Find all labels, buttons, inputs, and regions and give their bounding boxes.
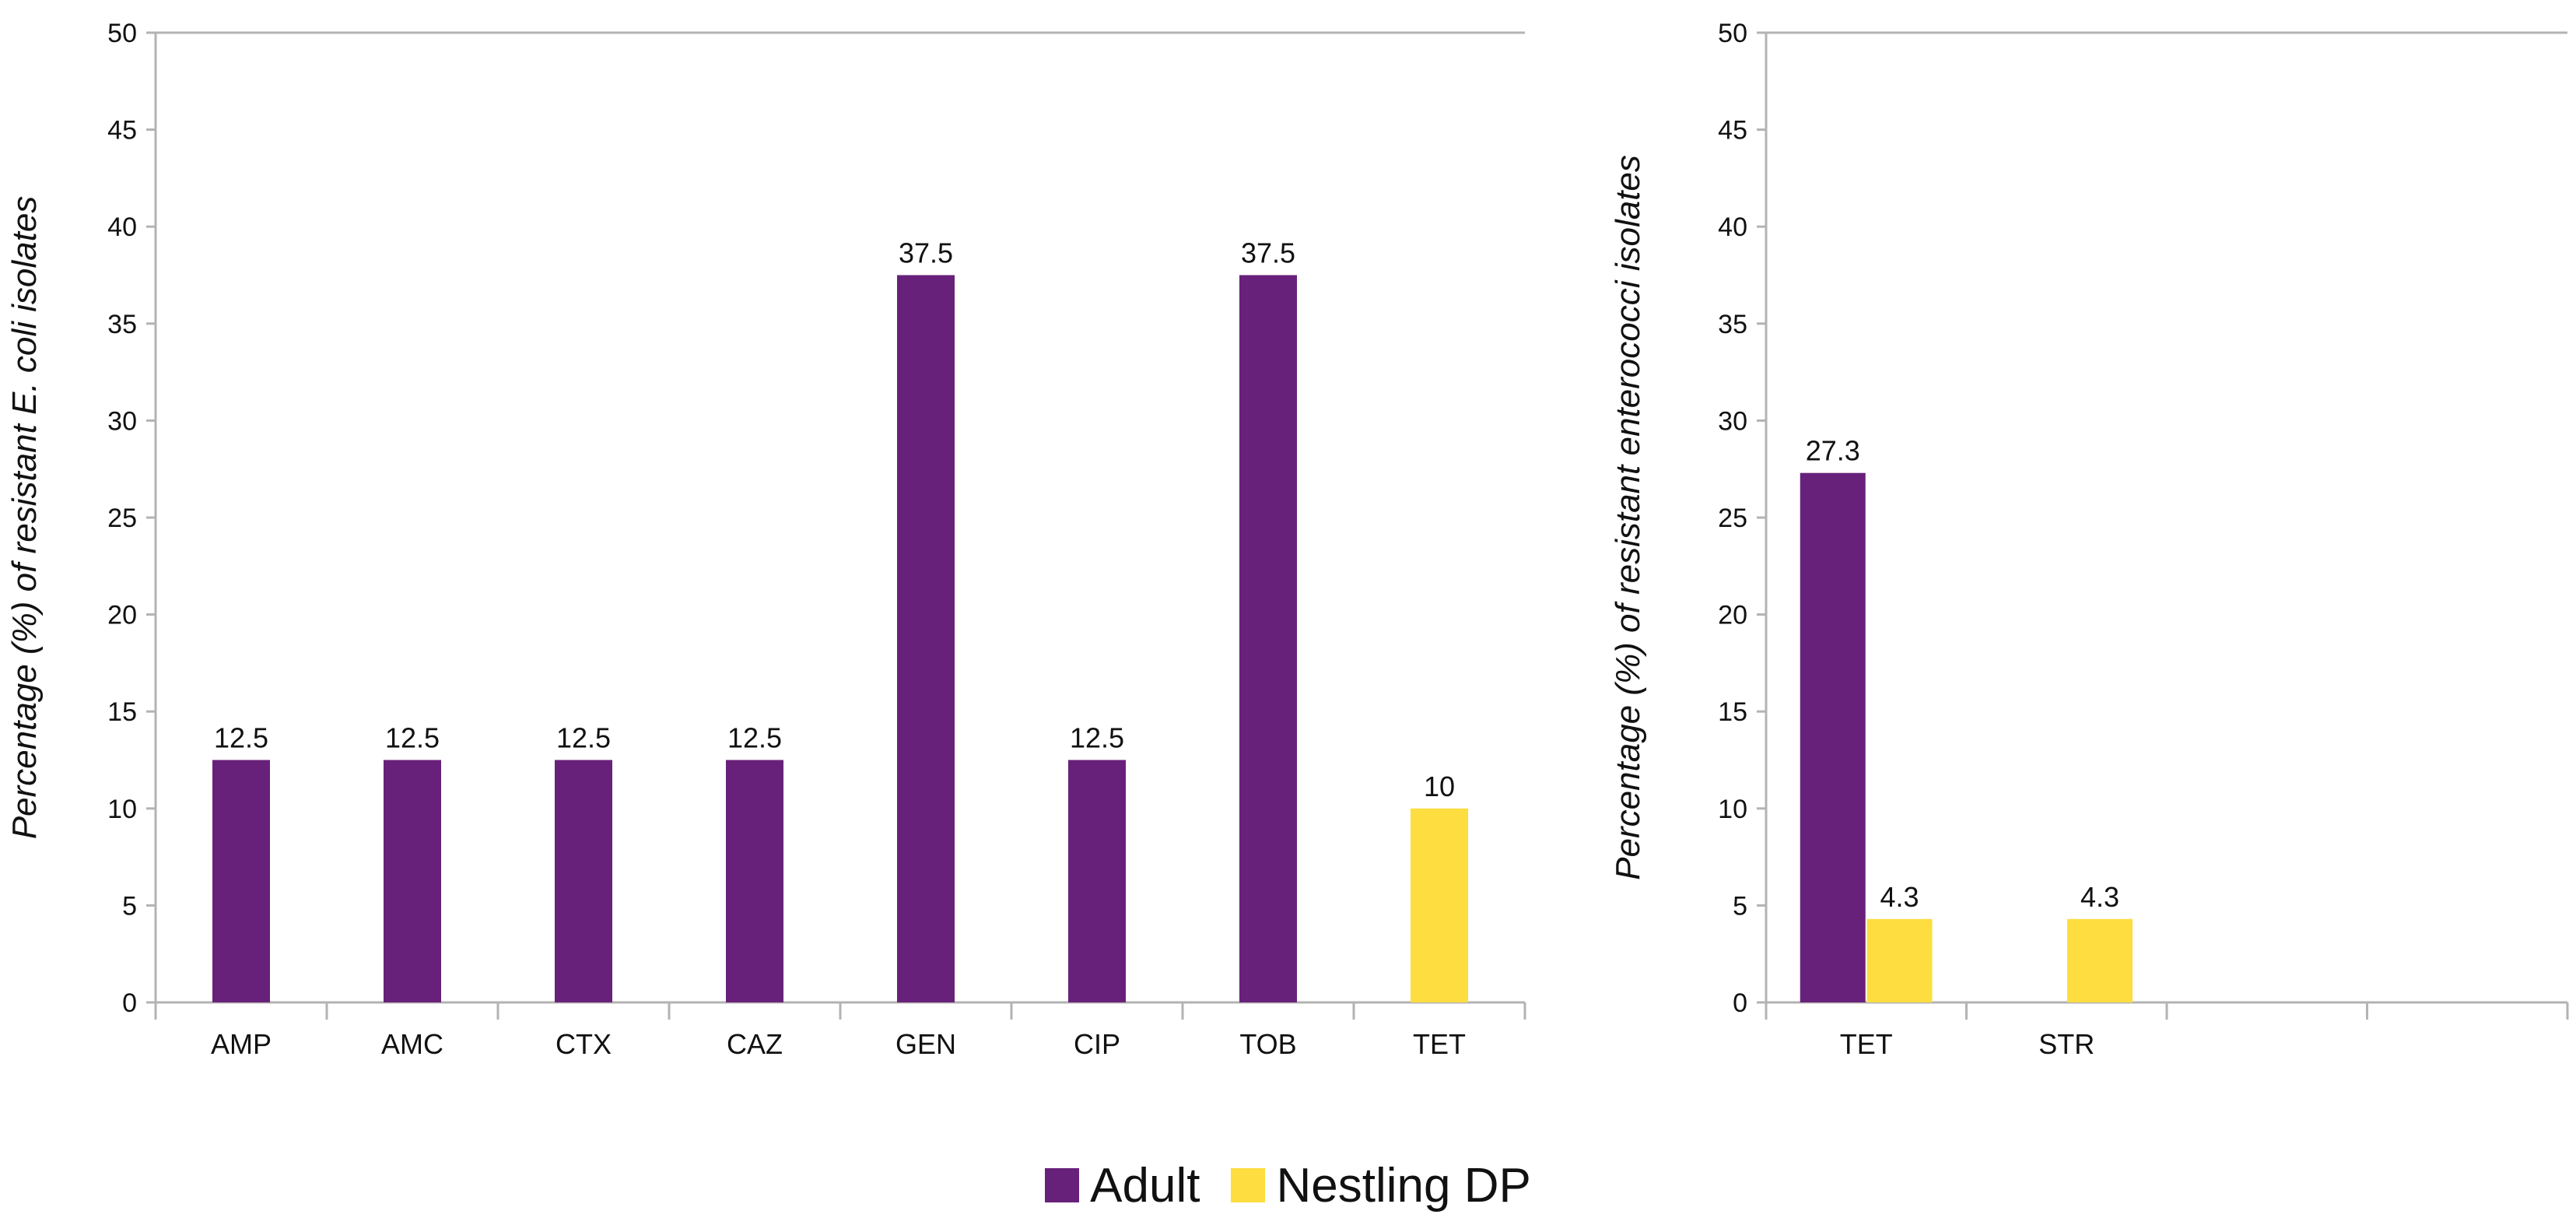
bar-adult-gen	[897, 275, 955, 1002]
x-tick-label-gen: GEN	[895, 1028, 956, 1060]
x-tick-label-caz: CAZ	[727, 1028, 783, 1060]
data-label-adult-gen: 37.5	[899, 237, 953, 269]
x-tick-label-tob: TOB	[1239, 1028, 1296, 1060]
legend-item-adult: Adult	[1045, 1158, 1200, 1213]
data-label-nestling-dp-tet: 4.3	[1880, 881, 1919, 913]
bar-nestling-dp-tet	[1866, 918, 1933, 1002]
y-tick-label: 50	[107, 19, 137, 48]
y-tick-label: 50	[1718, 19, 1747, 48]
legend-swatch-adult	[1045, 1168, 1080, 1202]
y-tick-label: 30	[1718, 406, 1747, 436]
y-tick-label: 0	[122, 988, 137, 1018]
y-tick-label: 30	[107, 406, 137, 436]
bar-nestling-dp-tet	[1411, 808, 1468, 1002]
chart-panel-enterococci: 0 5 10 15 20 25 30 35 40 45 50 TET STR Percentage (%)…	[1609, 19, 2569, 1060]
y-tick-label: 20	[107, 601, 137, 630]
bar-adult-amp	[212, 760, 270, 1002]
y-tick-label: 40	[1718, 212, 1747, 242]
x-tick-label-ctx: CTX	[556, 1028, 612, 1060]
data-label-nestling-dp-tet: 10	[1424, 770, 1455, 802]
data-label-nestling-dp-str: 4.3	[2080, 881, 2119, 913]
data-label-adult-tob: 37.5	[1241, 237, 1295, 269]
data-label-adult-amp: 12.5	[214, 722, 268, 754]
y-tick-label: 25	[1718, 504, 1747, 533]
y-tick-label: 0	[1733, 988, 1747, 1018]
y-tick-label: 25	[107, 504, 137, 533]
data-label-adult-tet: 27.3	[1806, 435, 1860, 467]
y-axis-title: Percentage (%) of resistant E. coli isol…	[5, 196, 44, 840]
bar-adult-tet	[1800, 472, 1866, 1002]
chart-legend: Adult Nestling DP	[0, 1150, 2576, 1220]
y-tick-label: 10	[1718, 795, 1747, 824]
data-label-adult-amc: 12.5	[385, 722, 440, 754]
data-label-adult-ctx: 12.5	[556, 722, 611, 754]
legend-label-nestling-dp: Nestling DP	[1276, 1158, 1531, 1213]
y-tick-label: 15	[107, 697, 137, 727]
bar-adult-ctx	[555, 760, 612, 1002]
x-tick-label-str: STR	[2038, 1028, 2094, 1060]
y-tick-label: 45	[1718, 116, 1747, 146]
bar-adult-caz	[726, 760, 783, 1002]
x-tick-label-cip: CIP	[1074, 1028, 1120, 1060]
y-tick-label: 5	[1733, 891, 1747, 921]
bar-nestling-dp-str	[2066, 918, 2133, 1002]
legend-item-nestling: Nestling DP	[1231, 1158, 1531, 1213]
x-tick-label-amp: AMP	[211, 1028, 272, 1060]
y-tick-label: 45	[107, 116, 137, 146]
bar-adult-tob	[1239, 275, 1297, 1002]
y-tick-label: 35	[1718, 310, 1747, 339]
data-label-adult-caz: 12.5	[727, 722, 782, 754]
data-label-adult-cip: 12.5	[1070, 722, 1124, 754]
y-tick-label: 5	[122, 891, 137, 921]
bar-adult-cip	[1068, 760, 1126, 1002]
legend-swatch-nestling-dp	[1231, 1168, 1266, 1202]
y-axis-title: Percentage (%) of resistant enterococci …	[1609, 155, 1647, 880]
y-tick-label: 15	[1718, 697, 1747, 727]
x-tick-label-tet: TET	[1840, 1028, 1893, 1060]
bar-adult-amc	[384, 760, 441, 1002]
y-tick-label: 10	[107, 795, 137, 824]
y-tick-label: 20	[1718, 601, 1747, 630]
y-tick-label: 40	[107, 212, 137, 242]
x-tick-label-tet: TET	[1413, 1028, 1466, 1060]
chart-panel-ecoli: 0 5 10 15 20 25 30 35 40 45 50 AMP AMC CTX CAZ GEN CIP TO…	[5, 19, 1526, 1060]
legend-label-adult: Adult	[1090, 1158, 1200, 1213]
x-tick-label-amc: AMC	[381, 1028, 443, 1060]
y-tick-label: 35	[107, 310, 137, 339]
